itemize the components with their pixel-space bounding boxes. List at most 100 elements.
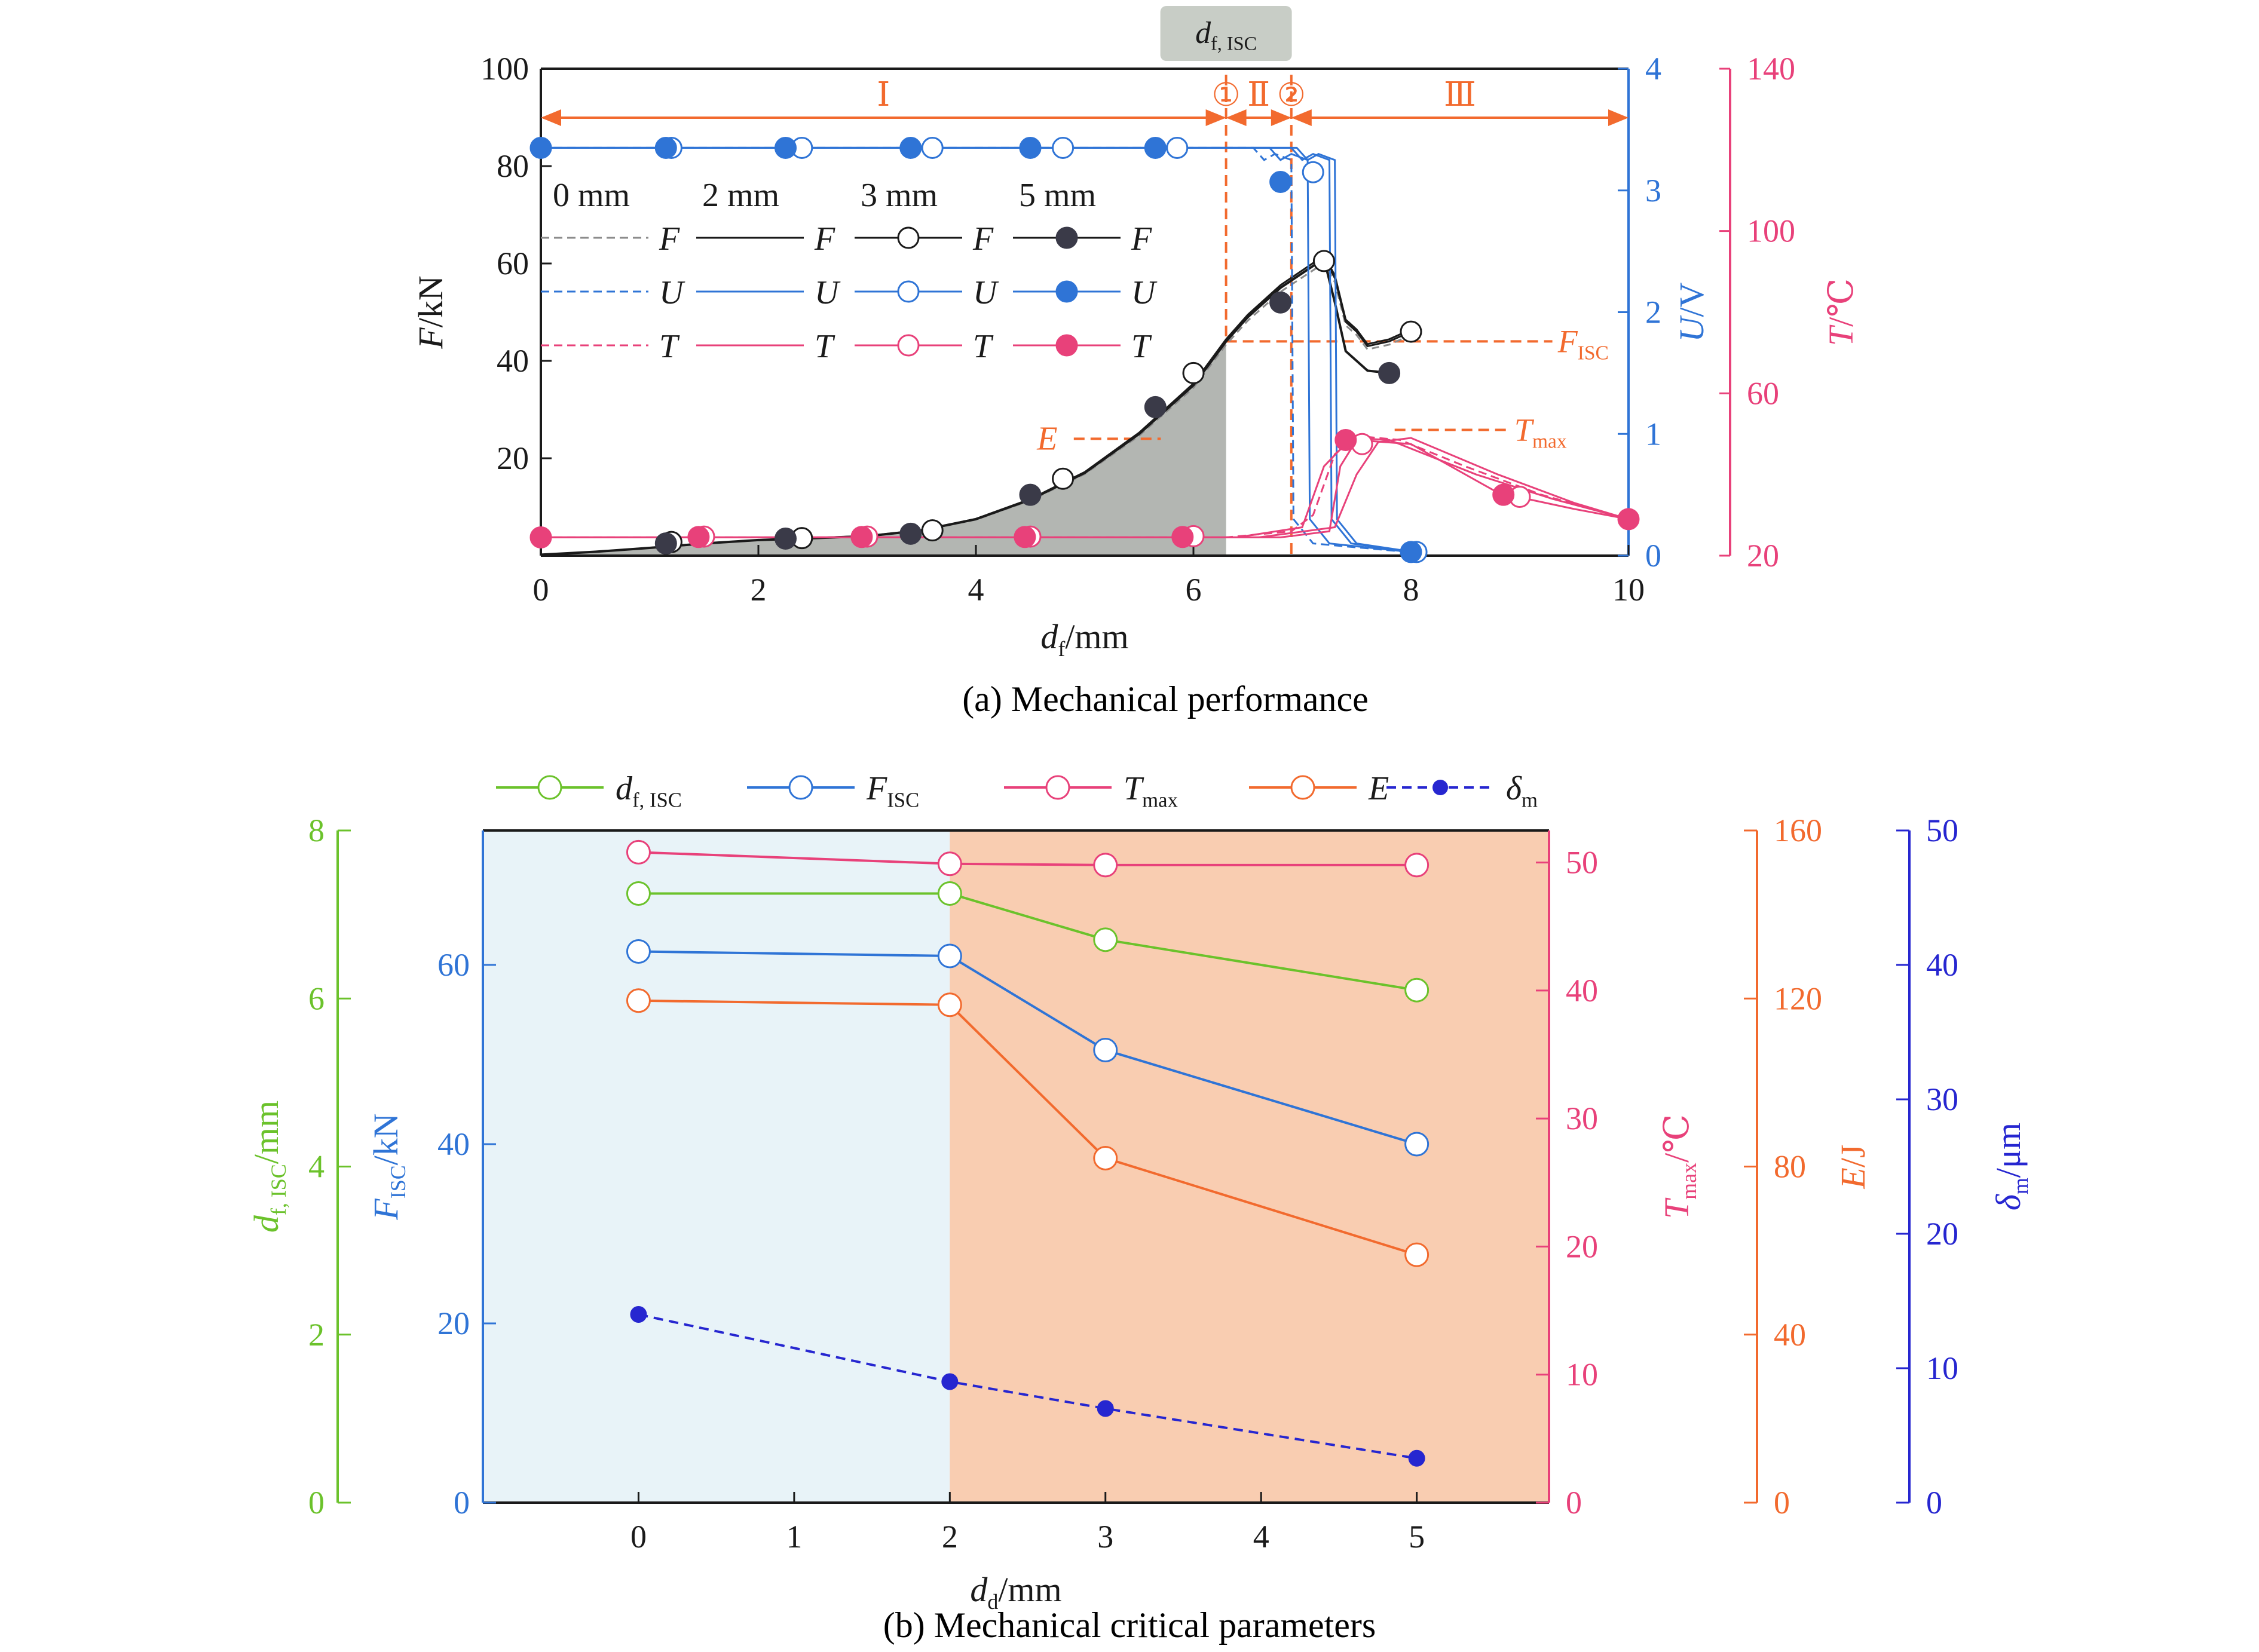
x-axis-label: dd/mm [970,1570,1061,1614]
series-line-d_f_ISC [638,892,1417,992]
series-point-T_max [1093,853,1118,878]
x-tick-label: 4 [1253,1519,1269,1555]
series-point-F_ISC [1093,1038,1118,1062]
series-point-delta_m [630,1306,647,1323]
axis-tick-label-F_ISC: 0 [454,1485,470,1521]
axis-tick-label-F_ISC: 20 [437,1305,470,1341]
series-point-E [937,992,962,1017]
u-axis-label-rest: /V [1672,282,1711,317]
u-marker-5mm [1269,170,1292,193]
df-isc-tag-label: df, ISC [1195,16,1257,54]
legend-row-label: U [1131,274,1158,311]
f-axis-label-main: F [411,327,450,350]
f-isc-annotation: FISC [1557,323,1609,364]
x-tick-label: 1 [786,1519,802,1555]
f-axis-label: F/kN [411,275,450,349]
series-point-E [626,988,651,1013]
region-marker: ① [1211,77,1240,113]
axis-tick-label-delta_m: 10 [1926,1350,1958,1386]
t-marker-5mm [1014,526,1036,548]
x-axis-label: df/mm [1040,617,1128,661]
region-arrow-2-head-left [1226,109,1247,126]
legend-column-5mm: 5 mm [1019,177,1096,214]
legend-label-4: δm [1506,770,1538,811]
region-label: Ⅱ [1247,76,1270,114]
x-axis-label-sub: d [987,1590,998,1614]
region-light-blue [483,830,950,1503]
legend-label-2: Tmax [1124,770,1178,811]
legend-label-3-main: E [1368,770,1389,807]
t-marker-5mm [1334,428,1357,451]
axis-tick-label-T_max: 30 [1566,1101,1598,1136]
legend-label-2-sub: max [1142,788,1178,811]
f-marker-5mm [775,527,797,550]
u-tick-label: 0 [1645,538,1661,574]
region-arrow-2-head-right [1271,109,1291,126]
axis-tick-label-E: 120 [1774,980,1822,1016]
axis-tick-label-F_ISC: 60 [437,947,470,983]
series-line-T_max [638,851,1417,866]
series-point-d_f_ISC [1093,927,1118,952]
axis-label-d_f_ISC: df, ISC/mm [247,1101,290,1233]
axis-label-E-main: E [1833,1167,1872,1189]
x-tick-label: 3 [1097,1519,1113,1555]
axis-tick-label-d_f_ISC: 6 [308,980,325,1016]
t-marker-5mm [529,526,552,548]
legend-label-2-main: T [1124,770,1144,807]
x-axis-label-rest: /mm [998,1570,1061,1609]
axis-tick-label-d_f_ISC: 8 [308,813,325,848]
x-axis-label-main: d [1040,617,1058,656]
axis-tick-label-delta_m: 50 [1926,813,1958,848]
region-label: Ⅰ [877,76,890,114]
legend-marker-filled [1055,226,1078,249]
x-tick-label: 2 [942,1519,958,1555]
x-tick-label: 8 [1403,572,1419,608]
legend-column-3mm: 3 mm [861,177,938,214]
legend-marker-open [897,226,920,249]
x-axis-label-sub: f [1058,637,1065,661]
f-marker-5mm [654,532,677,555]
f-tick-label: 60 [497,246,529,281]
f-marker-3mm [1052,467,1075,490]
axis-label-E-rest: /J [1833,1144,1872,1167]
t-marker-5mm [687,526,710,548]
f-tick-label: 20 [497,440,529,476]
legend-marker-filled [1055,280,1078,303]
legend-row-label: U [659,274,685,311]
series-point-F_ISC [937,943,962,968]
f-marker-5mm [1378,361,1401,384]
energy-shaded-area [541,341,1226,556]
u-marker-5mm [1400,541,1422,563]
t-marker-5mm [1617,508,1640,531]
legend-column-0mm: 0 mm [553,177,630,214]
legend-marker-open [897,334,920,357]
t-max-annotation-sub: max [1532,430,1567,452]
axis-tick-label-E: 80 [1774,1149,1806,1185]
caption-a: (a) Mechanical performance [962,679,1369,719]
legend-row-label: T [815,328,835,365]
u-tick-label: 3 [1645,173,1661,209]
u-tick-label: 4 [1645,51,1661,87]
legend-row-label: F [814,220,835,258]
legend-marker-1 [788,775,813,800]
axis-label-F_ISC: FISC/kN [366,1113,410,1220]
e-annotation: E [1036,420,1057,457]
x-axis-label-rest: /mm [1065,617,1128,656]
legend-row-label: T [1131,328,1152,365]
u-marker-5mm [1144,136,1167,159]
u-curve-0mm [541,146,1422,554]
f-marker-5mm [1144,396,1167,418]
series-point-E [1093,1145,1118,1170]
axis-label-T_max: Tmax/℃ [1657,1114,1701,1219]
legend-marker-0 [537,775,562,800]
t-tick-label: 60 [1747,375,1779,411]
region-arrow-1-head-left [541,109,561,126]
f-marker-5mm [1019,483,1042,506]
axis-label-E: E/J [1833,1144,1872,1189]
axis-tick-label-T_max: 50 [1566,845,1598,881]
series-line-delta_m [638,1313,1417,1460]
x-axis-label-main: d [970,1570,988,1609]
axis-tick-label-delta_m: 30 [1926,1081,1958,1117]
t-tick-label: 20 [1747,538,1779,574]
